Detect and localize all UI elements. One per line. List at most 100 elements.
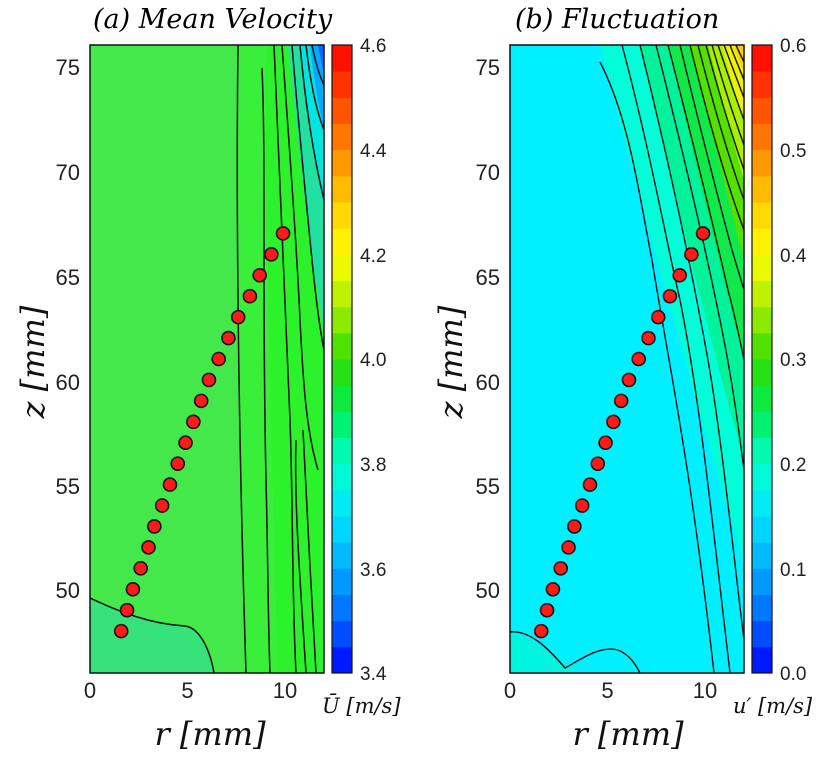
panel-a-colorbar (332, 45, 352, 674)
colorbar-segment (332, 306, 352, 334)
panel-b-colorbar-ticks: 0.0 0.1 0.2 0.3 0.4 0.5 0.6 (780, 36, 807, 685)
panel-b-field (510, 45, 744, 673)
colorbar-tick: 3.6 (360, 560, 386, 581)
measurement-point (170, 456, 186, 471)
measurement-point (553, 561, 569, 576)
y-tick: 55 (476, 474, 500, 499)
measurement-point (230, 309, 246, 325)
panel-b-colorbar-label: u′ [m/s] (733, 694, 813, 718)
x-tick: 5 (181, 678, 193, 703)
measurement-point (695, 226, 711, 241)
colorbar-segment (752, 306, 772, 334)
measurement-point (147, 519, 162, 534)
colorbar-segment (332, 646, 352, 674)
colorbar-tick: 0.0 (780, 664, 806, 685)
colorbar-segment (332, 228, 352, 255)
colorbar-segment (752, 385, 772, 412)
colorbar-segment (752, 646, 772, 674)
colorbar-segment (752, 437, 772, 465)
y-tick: 65 (56, 265, 80, 290)
colorbar-segment (752, 568, 772, 595)
x-tick: 0 (84, 678, 96, 703)
colorbar-segment (332, 489, 352, 517)
measurement-point (119, 602, 135, 618)
colorbar-segment (752, 97, 772, 124)
panel-b-markers (533, 226, 711, 639)
measurement-point (162, 477, 178, 492)
y-tick: 60 (476, 370, 500, 395)
panel-a-field (90, 45, 324, 673)
panel-b-x-ticks: 0 5 10 (504, 678, 717, 703)
measurement-point (662, 288, 678, 304)
measurement-point (113, 623, 129, 639)
measurement-point (606, 414, 621, 430)
colorbar-segment (332, 359, 352, 386)
panel-a-x-label: r [mm] (154, 715, 266, 753)
colorbar-tick: 0.3 (780, 350, 806, 371)
colorbar-segment (332, 437, 352, 465)
colorbar-segment (332, 516, 352, 543)
panel-b-colorbar (752, 45, 772, 674)
measurement-point (178, 435, 193, 451)
colorbar-segment (332, 385, 352, 412)
measurement-point (598, 435, 613, 451)
y-tick: 50 (476, 578, 500, 603)
measurement-point (684, 247, 699, 262)
measurement-point (590, 456, 606, 471)
panel-b-title: (b) Fluctuation (515, 4, 719, 35)
panel-a-colorbar-ticks: 3.4 3.6 3.8 4.0 4.2 4.4 4.6 (360, 36, 387, 685)
measurement-point (154, 498, 170, 513)
colorbar-segment (752, 542, 772, 569)
colorbar-segment (752, 175, 772, 203)
measurement-point (539, 602, 555, 618)
colorbar-segment (332, 542, 352, 569)
measurement-point (641, 330, 656, 346)
colorbar-tick: 4.4 (360, 141, 387, 162)
panel-a: (a) Mean Velocity (14, 4, 401, 753)
colorbar-segment (332, 149, 352, 177)
colorbar-segment (752, 123, 772, 151)
panel-b: (b) Fluctuation (432, 4, 813, 753)
panel-a-x-ticks: 0 5 10 (84, 678, 297, 703)
colorbar-segment (332, 568, 352, 595)
colorbar-tick: 0.4 (780, 246, 807, 267)
panel-b-x-label: r [mm] (572, 715, 684, 753)
x-tick: 5 (601, 678, 613, 703)
colorbar-segment (752, 280, 772, 308)
y-tick: 70 (476, 160, 500, 185)
colorbar-segment (332, 463, 352, 491)
colorbar-segment (752, 254, 772, 281)
y-tick: 75 (476, 55, 500, 80)
panel-b-frame (509, 44, 745, 674)
colorbar-segment (332, 620, 352, 648)
y-tick: 70 (56, 160, 80, 185)
x-tick: 10 (693, 678, 717, 703)
colorbar-segment (332, 254, 352, 281)
colorbar-tick: 3.8 (360, 455, 386, 476)
colorbar-segment (752, 594, 772, 622)
y-tick: 55 (56, 474, 80, 499)
panel-b-y-ticks: 50 55 60 65 70 75 (476, 55, 500, 603)
colorbar-tick: 4.2 (360, 246, 386, 267)
measurement-point (264, 247, 279, 262)
colorbar-segment (752, 71, 772, 98)
measurement-point (221, 330, 236, 346)
colorbar-tick: 0.6 (780, 36, 806, 57)
y-tick: 75 (56, 55, 80, 80)
panel-a-y-label: z [mm] (14, 305, 52, 419)
measurement-point (613, 393, 629, 409)
y-tick: 65 (476, 265, 500, 290)
colorbar-segment (752, 463, 772, 491)
measurement-point (186, 414, 201, 430)
panel-b-y-label: z [mm] (432, 305, 470, 419)
y-tick: 60 (56, 370, 80, 395)
colorbar-segment (332, 332, 352, 360)
colorbar-tick: 0.5 (780, 141, 806, 162)
colorbar-segment (332, 280, 352, 308)
colorbar-segment (752, 489, 772, 517)
colorbar-segment (332, 97, 352, 124)
colorbar-tick: 4.0 (360, 350, 386, 371)
colorbar-segment (752, 332, 772, 360)
x-tick: 0 (504, 678, 516, 703)
